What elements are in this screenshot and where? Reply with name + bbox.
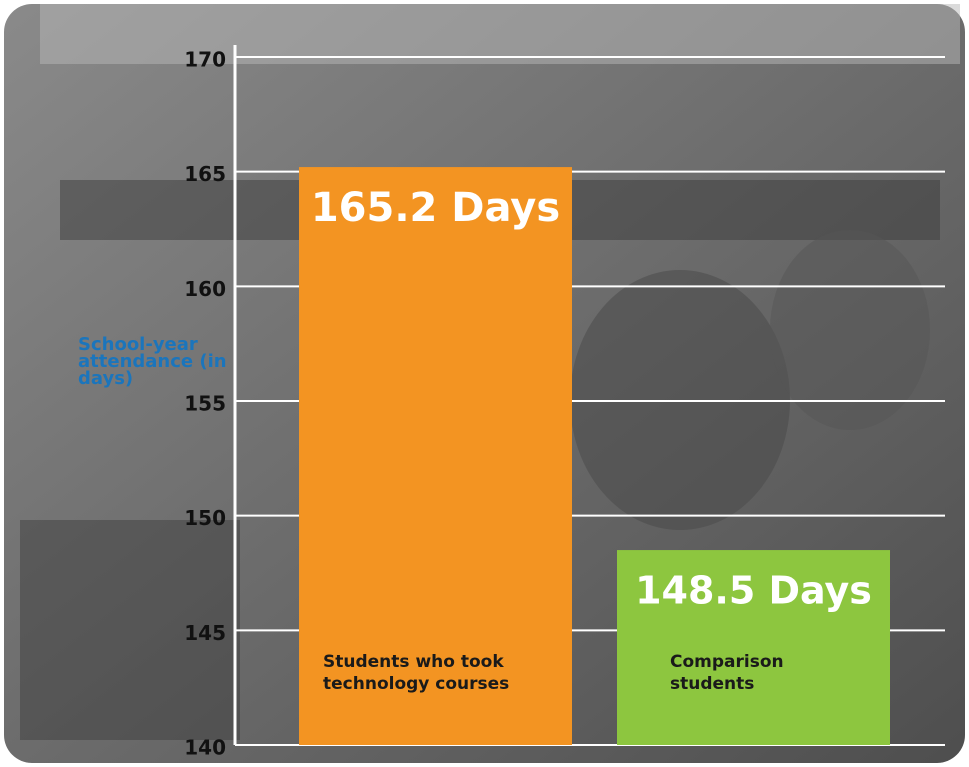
y-tick-label: 140: [184, 736, 226, 760]
y-tick-label: 150: [184, 506, 226, 530]
bar: [617, 550, 890, 745]
y-tick-label: 155: [184, 392, 226, 416]
photo-desk: [20, 520, 240, 740]
photo-cabinets: [40, 4, 960, 64]
y-tick-label: 165: [184, 162, 226, 186]
value-label: 165.2 Days: [311, 185, 560, 231]
y-tick-label: 160: [184, 277, 226, 301]
y-tick-label: 145: [184, 621, 226, 645]
y-tick-label: 170: [184, 48, 226, 72]
y-axis-label: School-year attendance (in days): [78, 334, 227, 389]
category-label: Students who took technology courses: [323, 652, 510, 694]
bar: [299, 167, 572, 745]
value-label: 148.5 Days: [635, 569, 872, 613]
category-label: Comparison students: [670, 652, 784, 694]
photo-person: [770, 230, 930, 430]
